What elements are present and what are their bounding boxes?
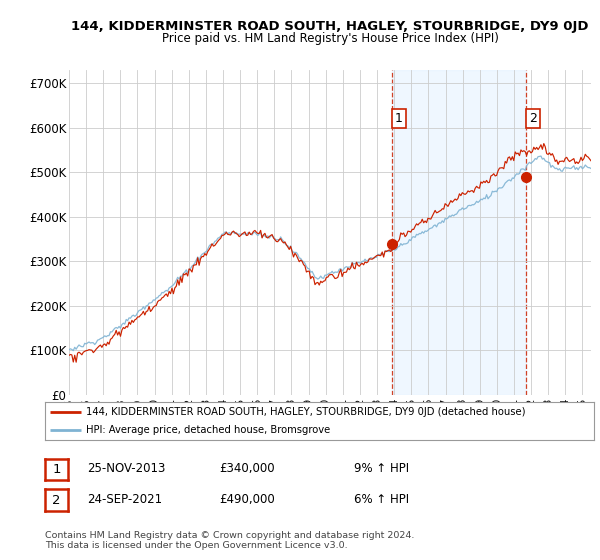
Text: 6% ↑ HPI: 6% ↑ HPI	[354, 493, 409, 506]
Text: £490,000: £490,000	[219, 493, 275, 506]
Text: 1: 1	[52, 463, 61, 476]
Text: 2: 2	[529, 112, 537, 125]
Text: 1: 1	[395, 112, 403, 125]
Text: £340,000: £340,000	[219, 462, 275, 475]
Text: 2: 2	[52, 493, 61, 507]
Text: 144, KIDDERMINSTER ROAD SOUTH, HAGLEY, STOURBRIDGE, DY9 0JD (detached house): 144, KIDDERMINSTER ROAD SOUTH, HAGLEY, S…	[86, 407, 526, 417]
Text: 9% ↑ HPI: 9% ↑ HPI	[354, 462, 409, 475]
Text: Price paid vs. HM Land Registry's House Price Index (HPI): Price paid vs. HM Land Registry's House …	[161, 32, 499, 45]
Text: Contains HM Land Registry data © Crown copyright and database right 2024.
This d: Contains HM Land Registry data © Crown c…	[45, 531, 415, 550]
Text: 24-SEP-2021: 24-SEP-2021	[87, 493, 162, 506]
Text: 25-NOV-2013: 25-NOV-2013	[87, 462, 166, 475]
Text: HPI: Average price, detached house, Bromsgrove: HPI: Average price, detached house, Brom…	[86, 425, 331, 435]
Text: 144, KIDDERMINSTER ROAD SOUTH, HAGLEY, STOURBRIDGE, DY9 0JD: 144, KIDDERMINSTER ROAD SOUTH, HAGLEY, S…	[71, 20, 589, 32]
Bar	[392, 70, 526, 395]
